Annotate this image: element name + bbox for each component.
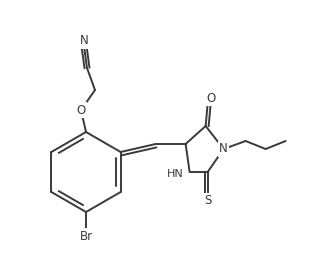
Text: N: N <box>80 34 88 47</box>
Text: Br: Br <box>79 230 93 243</box>
Text: HN: HN <box>167 169 184 179</box>
Text: O: O <box>76 104 86 116</box>
Text: N: N <box>219 142 228 155</box>
Text: O: O <box>206 92 215 105</box>
Text: S: S <box>204 195 211 208</box>
